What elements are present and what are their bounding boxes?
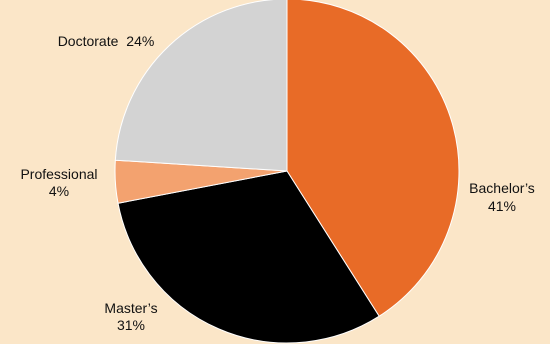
label-doctorate-value: 24%: [126, 33, 154, 49]
pie-slices: [114, 0, 460, 344]
slice-doctorate: [114, 0, 288, 172]
label-professional-name: Professional: [20, 166, 97, 182]
slice-masters: [117, 170, 380, 344]
label-bachelors-value: 41%: [488, 198, 516, 214]
label-masters-name: Master’s: [104, 300, 157, 316]
label-masters-value: 31%: [117, 317, 145, 333]
label-bachelors-name: Bachelor’s: [469, 180, 535, 196]
slice-bachelors: [286, 0, 460, 317]
label-professional-value: 4%: [49, 183, 69, 199]
label-doctorate-name: Doctorate: [58, 33, 119, 49]
label-doctorate: Doctorate 24%: [58, 33, 155, 49]
